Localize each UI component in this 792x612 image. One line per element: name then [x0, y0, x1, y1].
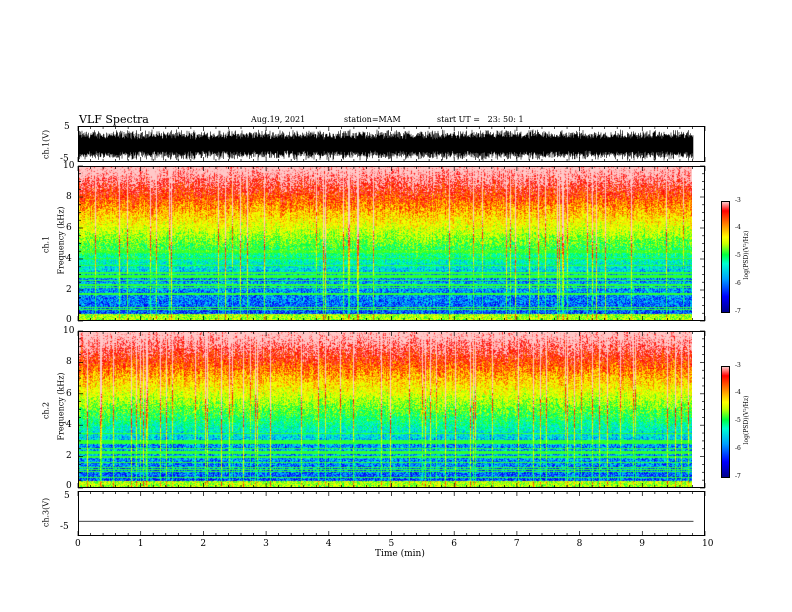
ch1-ylabel: ch.1(V)	[41, 129, 51, 160]
x-axis-label: Time (min)	[375, 549, 425, 559]
x-tick-label: 4	[325, 539, 332, 549]
spectrogram-ch2-image	[79, 332, 692, 487]
waveform-ch1-line	[78, 129, 694, 161]
sp2-ytick: 2	[66, 451, 72, 461]
cbar2-tick: -5	[735, 417, 741, 424]
station-label: station=MAM	[344, 115, 401, 124]
cbar1-label: log(PSD)(V²/Hz)	[743, 230, 750, 280]
waveform-ch3-panel	[78, 491, 705, 536]
x-tick-label: 6	[451, 539, 457, 549]
sp2-ylabel: Frequency (kHz)	[56, 372, 66, 441]
x-tick-label: 3	[263, 539, 269, 549]
x-tick-label: 7	[513, 539, 520, 549]
sp2-ytick: 6	[66, 389, 72, 399]
ch3-ylabel: ch.3(V)	[41, 497, 51, 528]
ch1-ytick-bottom: -5	[60, 154, 69, 164]
x-tick-label: 10	[702, 539, 714, 549]
cbar2-tick: -7	[735, 473, 741, 480]
colorbar-ch2	[721, 366, 730, 478]
ch3-ytick-bottom: -5	[60, 522, 69, 532]
cbar2-tick: -4	[735, 389, 741, 396]
sp1-ytick: 10	[63, 161, 75, 171]
sp1-ytick: 0	[66, 315, 72, 325]
cbar1-tick: -4	[735, 224, 741, 231]
spectrogram-ch1-image	[79, 167, 692, 320]
sp2-ytick: 10	[63, 326, 75, 336]
cbar2-label: log(PSD)(V²/Hz)	[743, 395, 750, 445]
cbar1-tick: -6	[735, 280, 741, 287]
chart-title: VLF Spectra	[79, 113, 149, 126]
x-tick-label: 2	[200, 539, 207, 549]
ch3-ytick-top: 5	[64, 491, 70, 501]
sp1-ytick: 4	[66, 254, 72, 264]
sp2-ytick: 8	[66, 357, 72, 367]
x-tick-label: 8	[576, 539, 583, 549]
sp2-channel-label: ch.2	[41, 401, 51, 420]
sp1-ytick: 2	[66, 285, 72, 295]
cbar2-tick: -6	[735, 445, 741, 452]
cbar1-tick: -7	[735, 308, 741, 315]
x-tick-label: 9	[639, 539, 646, 549]
spectrogram-ch2-panel	[78, 331, 705, 488]
x-tick-label: 5	[388, 539, 395, 549]
x-tick-label: 1	[137, 539, 144, 549]
waveform-ch1-panel	[78, 126, 705, 162]
waveform-ch3-trace	[79, 520, 694, 522]
sp1-ylabel: Frequency (kHz)	[56, 206, 66, 275]
sp1-ytick: 8	[66, 192, 72, 202]
colorbar-ch1	[721, 201, 730, 313]
sp1-ytick: 6	[66, 223, 72, 233]
sp2-ytick: 4	[66, 420, 72, 430]
cbar2-tick: -3	[735, 362, 741, 369]
x-tick-label: 0	[75, 539, 81, 549]
sp1-channel-label: ch.1	[41, 235, 51, 254]
waveform-ch1-trace	[78, 129, 694, 161]
start-time-label: start UT = 23: 50: 1	[437, 115, 524, 124]
ch1-ytick-top: 5	[64, 122, 70, 132]
cbar1-tick: -3	[735, 197, 741, 204]
sp2-ytick: 0	[66, 481, 72, 491]
cbar1-tick: -5	[735, 252, 741, 259]
date-label: Aug.19, 2021	[251, 115, 306, 124]
spectrogram-ch1-panel	[78, 166, 705, 321]
